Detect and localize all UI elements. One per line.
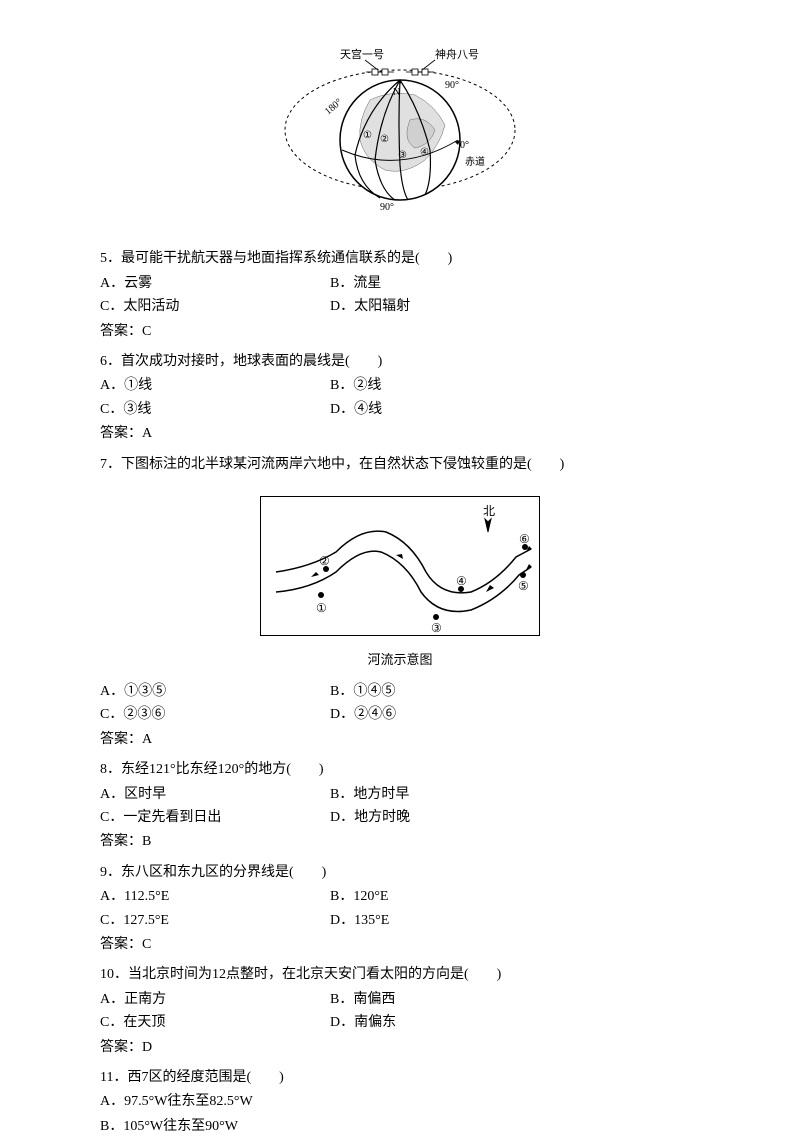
q5-optC: C．太阳活动 (100, 296, 330, 318)
angle-0: 0° (460, 140, 469, 151)
q8-text: 8．东经121°比东经120°的地方( ) (100, 759, 700, 781)
q7-optD: D．②④⑥ (330, 704, 700, 726)
q7-optA: A．①③⑤ (100, 681, 330, 703)
q6-optA: A．①线 (100, 375, 330, 397)
equator-label: 赤道 (465, 155, 485, 168)
q8-options-row2: C．一定先看到日出 D．地方时晚 (100, 807, 700, 829)
point-5: ⑤ (518, 579, 529, 593)
point-4: ④ (456, 574, 467, 588)
q9-optB: B．120°E (330, 886, 700, 908)
q5-answer: 答案：C (100, 321, 700, 343)
q6-answer: 答案：A (100, 423, 700, 445)
q8-optC: C．一定先看到日出 (100, 807, 330, 829)
q8-optD: D．地方时晚 (330, 807, 700, 829)
circle-1: ① (363, 130, 372, 141)
circle-4: ④ (420, 147, 429, 158)
q10-optC: C．在天顶 (100, 1012, 330, 1034)
earth-diagram-svg: 天宫一号 神舟八号 N 90° 180° 0° 90° 赤道 (280, 30, 520, 230)
q7-options-row2: C．②③⑥ D．②④⑥ (100, 704, 700, 726)
q6-optC: C．③线 (100, 399, 330, 421)
north-text: 北 (483, 504, 495, 518)
q5-options-row1: A．云雾 B．流星 (100, 273, 700, 295)
q6-options-row1: A．①线 B．②线 (100, 375, 700, 397)
point-6: ⑥ (519, 532, 530, 546)
q10-options-row2: C．在天顶 D．南偏东 (100, 1012, 700, 1034)
q6-optB: B．②线 (330, 375, 700, 397)
q10-optD: D．南偏东 (330, 1012, 700, 1034)
figure-river: 北 ① ② ③ ④ ⑤ ⑥ (260, 496, 540, 636)
label-tiangong: 天宫一号 (340, 47, 384, 61)
q5-optD: D．太阳辐射 (330, 296, 700, 318)
q7-optC: C．②③⑥ (100, 704, 330, 726)
figure-river-container: 北 ① ② ③ ④ ⑤ ⑥ 河流示意图 (100, 486, 700, 671)
q7-options-row1: A．①③⑤ B．①④⑤ (100, 681, 700, 703)
figure-earth-container: 天宫一号 神舟八号 N 90° 180° 0° 90° 赤道 (100, 30, 700, 238)
q7-optB: B．①④⑤ (330, 681, 700, 703)
point-1: ① (316, 601, 327, 615)
q8-optA: A．区时早 (100, 784, 330, 806)
q5-optA: A．云雾 (100, 273, 330, 295)
angle-90-bottom: 90° (380, 202, 394, 213)
q9-optD: D．135°E (330, 910, 700, 932)
q5-optB: B．流星 (330, 273, 700, 295)
angle-90-top: 90° (445, 80, 459, 91)
circle-3: ③ (398, 150, 407, 161)
q9-options-row2: C．127.5°E D．135°E (100, 910, 700, 932)
q9-optA: A．112.5°E (100, 886, 330, 908)
q11-optA: A．97.5°W往东至82.5°W (100, 1091, 700, 1113)
q9-options-row1: A．112.5°E B．120°E (100, 886, 700, 908)
q5-options-row2: C．太阳活动 D．太阳辐射 (100, 296, 700, 318)
q11-optB: B．105°W往东至90°W (100, 1116, 700, 1138)
q6-options-row2: C．③线 D．④线 (100, 399, 700, 421)
q10-answer: 答案：D (100, 1037, 700, 1059)
circle-2: ② (380, 134, 389, 145)
q7-answer: 答案：A (100, 729, 700, 751)
q11-text: 11．西7区的经度范围是( ) (100, 1067, 700, 1089)
q10-text: 10．当北京时间为12点整时，在北京天安门看太阳的方向是( ) (100, 964, 700, 986)
q10-optA: A．正南方 (100, 989, 330, 1011)
q10-options-row1: A．正南方 B．南偏西 (100, 989, 700, 1011)
q6-text: 6．首次成功对接时，地球表面的晨线是( ) (100, 351, 700, 373)
figure-earth: 天宫一号 神舟八号 N 90° 180° 0° 90° 赤道 (280, 30, 520, 230)
label-shenzhou: 神舟八号 (435, 47, 479, 61)
q8-answer: 答案：B (100, 831, 700, 853)
river-caption: 河流示意图 (100, 650, 700, 671)
point-3: ③ (431, 621, 442, 635)
q9-text: 9．东八区和东九区的分界线是( ) (100, 862, 700, 884)
q9-answer: 答案：C (100, 934, 700, 956)
north-label: N (393, 87, 400, 98)
q10-optB: B．南偏西 (330, 989, 700, 1011)
q9-optC: C．127.5°E (100, 910, 330, 932)
q6-optD: D．④线 (330, 399, 700, 421)
angle-180: 180° (323, 97, 345, 118)
q5-text: 5．最可能干扰航天器与地面指挥系统通信联系的是( ) (100, 248, 700, 270)
river-diagram-svg: 北 ① ② ③ ④ ⑤ ⑥ (261, 497, 541, 637)
q8-optB: B．地方时早 (330, 784, 700, 806)
point-2: ② (319, 554, 330, 568)
q8-options-row1: A．区时早 B．地方时早 (100, 784, 700, 806)
q7-text: 7．下图标注的北半球某河流两岸六地中，在自然状态下侵蚀较重的是( ) (100, 454, 700, 476)
